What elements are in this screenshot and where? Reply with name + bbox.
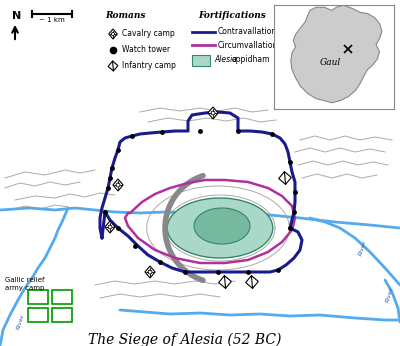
- Bar: [52, 290, 72, 304]
- Text: oppidham: oppidham: [232, 55, 270, 64]
- Polygon shape: [219, 276, 231, 288]
- Circle shape: [148, 270, 152, 274]
- Text: Circumvallation: Circumvallation: [218, 40, 278, 49]
- Text: River: River: [385, 286, 395, 303]
- Text: Watch tower: Watch tower: [122, 46, 170, 55]
- Circle shape: [116, 183, 120, 187]
- Polygon shape: [145, 266, 155, 278]
- Bar: [52, 308, 72, 322]
- Bar: [28, 290, 48, 304]
- Polygon shape: [194, 208, 250, 244]
- Polygon shape: [291, 5, 382, 103]
- Text: Cavalry camp: Cavalry camp: [122, 29, 175, 38]
- Text: N: N: [12, 11, 21, 21]
- Polygon shape: [109, 29, 117, 39]
- Text: The Siege of Alesia (52 BC): The Siege of Alesia (52 BC): [88, 333, 282, 346]
- Polygon shape: [167, 198, 273, 258]
- Text: ~ 1 km: ~ 1 km: [39, 17, 65, 23]
- Text: River: River: [358, 239, 368, 257]
- Text: Contravallation: Contravallation: [218, 27, 277, 36]
- Circle shape: [111, 33, 114, 36]
- Bar: [28, 308, 48, 322]
- Text: Alesia: Alesia: [214, 55, 237, 64]
- Text: Gaul: Gaul: [320, 58, 341, 67]
- Text: Romans: Romans: [105, 11, 146, 20]
- Text: army camp: army camp: [5, 285, 44, 291]
- Circle shape: [108, 225, 112, 229]
- Polygon shape: [246, 276, 258, 288]
- Text: River: River: [16, 313, 26, 330]
- Text: Fortifications: Fortifications: [198, 11, 266, 20]
- Polygon shape: [105, 221, 115, 233]
- Bar: [192, 55, 210, 66]
- Text: Infantry camp: Infantry camp: [122, 62, 176, 71]
- Text: Gallic relief: Gallic relief: [5, 277, 44, 283]
- Polygon shape: [108, 61, 118, 71]
- Polygon shape: [279, 172, 291, 184]
- Polygon shape: [113, 179, 123, 191]
- Circle shape: [211, 111, 215, 115]
- Polygon shape: [208, 107, 218, 119]
